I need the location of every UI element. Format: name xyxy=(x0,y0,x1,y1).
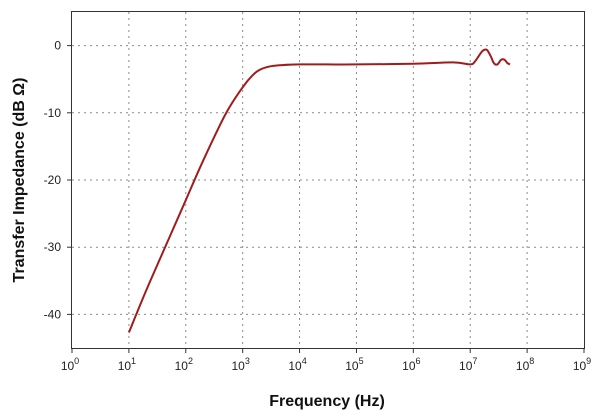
ticks xyxy=(67,45,585,353)
y-tick-label: -30 xyxy=(44,240,62,254)
series xyxy=(127,48,511,333)
x-tick-label: 108 xyxy=(516,356,534,373)
series-line xyxy=(127,48,511,333)
x-tick-label: 103 xyxy=(231,356,249,373)
x-tick-label: 105 xyxy=(345,356,363,373)
x-tick-label: 109 xyxy=(573,356,591,373)
plot-frame xyxy=(71,11,585,349)
x-tick-label: 102 xyxy=(175,356,193,373)
y-tick-labels: 0 -10 -20 -30 -40 xyxy=(44,39,62,322)
x-tick-label: 106 xyxy=(402,356,420,373)
y-axis-title: Transfer Impedance (dB Ω) xyxy=(11,78,28,283)
x-tick-label: 100 xyxy=(61,356,79,373)
x-tick-labels: 100 101 102 103 104 105 106 107 108 109 xyxy=(61,356,591,373)
x-tick-label: 104 xyxy=(288,356,306,373)
y-tick-label: 0 xyxy=(54,39,61,53)
grid xyxy=(72,12,584,348)
y-tick-label: -20 xyxy=(44,173,62,187)
x-tick-label: 101 xyxy=(118,356,136,373)
y-tick-label: -40 xyxy=(44,307,62,321)
y-tick-label: -10 xyxy=(44,106,62,120)
x-tick-label: 107 xyxy=(459,356,477,373)
x-axis-title: Frequency (Hz) xyxy=(269,393,385,410)
